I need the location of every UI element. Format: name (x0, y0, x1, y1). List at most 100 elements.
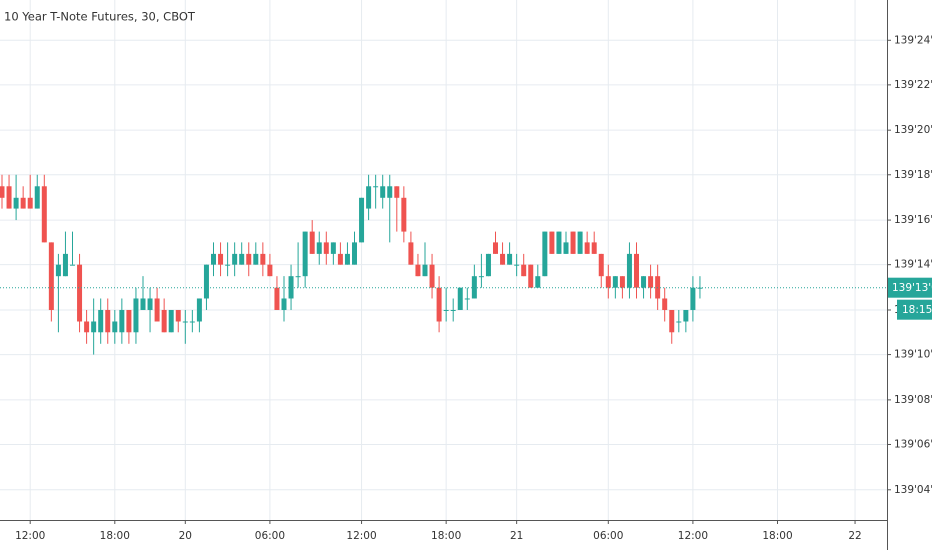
candle-body (267, 264, 273, 277)
candle-body (302, 231, 308, 277)
last-price-label: 139'13'0 (892, 282, 932, 294)
candle-body (119, 309, 125, 333)
candle-body (352, 242, 357, 265)
candle-body (619, 276, 625, 288)
candle-body (648, 276, 654, 288)
candle-body (77, 264, 83, 322)
candle-body (380, 186, 386, 198)
candle-body (429, 264, 435, 288)
candle-body (605, 276, 611, 288)
candle-body (669, 309, 675, 333)
candle-body (211, 253, 216, 265)
candle-body (337, 253, 343, 265)
candle-body (366, 186, 372, 209)
candle-body (34, 186, 40, 209)
candle-body (683, 309, 689, 322)
x-tick-label: 18:00 (762, 530, 792, 542)
candle-body (232, 253, 238, 265)
candle-body (112, 321, 118, 333)
x-tick-label: 21 (510, 530, 523, 542)
candle-body (521, 264, 527, 277)
candle-body (239, 253, 245, 265)
candle-body (253, 253, 259, 265)
candle-body (203, 264, 209, 299)
candle-body (196, 298, 202, 322)
candle-body (27, 197, 33, 209)
candle-body (154, 298, 160, 322)
candle-body (218, 253, 224, 265)
candle-body (436, 287, 442, 322)
candle-body (323, 242, 329, 254)
y-tick-label: 139'20'0 (894, 124, 932, 136)
candle-body (549, 231, 555, 254)
y-tick-label: 139'18'0 (894, 169, 932, 181)
candle-body (443, 309, 449, 311)
candle-body (478, 276, 484, 278)
x-tick-label: 18:00 (431, 530, 461, 542)
candle-body (330, 242, 336, 254)
candle-body (126, 309, 132, 333)
candle-body (260, 253, 266, 265)
candle-body (584, 242, 590, 254)
candle-body (485, 253, 491, 277)
x-tick-label: 06:00 (593, 530, 623, 542)
candle-body (70, 264, 75, 266)
candle-body (415, 264, 421, 277)
countdown-label: 18:15 (902, 304, 932, 316)
candle-body (500, 253, 506, 265)
candle-body (182, 321, 188, 323)
candle-body (563, 242, 569, 254)
candle-body (147, 298, 153, 310)
candle-body (591, 242, 597, 254)
candles (0, 174, 887, 355)
y-tick-label: 139'24'0 (894, 34, 932, 46)
candle-body (6, 186, 12, 209)
candle-body (55, 264, 61, 277)
candle-body (84, 321, 90, 333)
countdown-box (897, 299, 932, 320)
candle-body (422, 264, 428, 277)
y-tick-label: 139'08'0 (894, 394, 932, 406)
labels: 139'24'0 139'22'0 139'20'0 139'18'0 139'16'0… (15, 34, 932, 542)
candle-body (408, 242, 414, 265)
candle-body (91, 321, 97, 333)
candle-body (246, 253, 252, 265)
candle-body (676, 321, 682, 323)
y-tick-label: 139'06'0 (894, 438, 932, 450)
candle-body (387, 186, 393, 198)
candle-body (493, 242, 498, 254)
y-tick-label: 139'22'0 (894, 79, 932, 91)
candle-body (570, 231, 576, 254)
candle-body (175, 309, 181, 322)
candle-body (641, 276, 647, 288)
candle-body (612, 276, 618, 288)
candle-body (140, 298, 146, 310)
candle-body (105, 309, 111, 333)
candle-body (634, 253, 639, 288)
candle-body (528, 264, 534, 288)
y-tick-label: 139'14'0 (894, 259, 932, 271)
candle-body (309, 231, 315, 254)
candle-body (359, 197, 365, 243)
candle-body (577, 231, 583, 254)
candle-body (0, 186, 5, 198)
candle-body (542, 231, 548, 277)
x-tick-label: 12:00 (678, 530, 708, 542)
candle-body (662, 298, 668, 310)
candle-body (507, 253, 513, 265)
candle-body (168, 309, 174, 333)
last-price-box (888, 277, 932, 298)
candle-body (62, 253, 68, 277)
candle-body (514, 264, 520, 266)
candle-body (626, 253, 632, 288)
x-tick-label: 18:00 (100, 530, 130, 542)
candle-body (295, 276, 301, 278)
x-tick-label: 12:00 (15, 530, 45, 542)
candle-body (281, 298, 287, 310)
candle-body (274, 287, 280, 310)
candle-body (13, 197, 19, 209)
candle-body (373, 186, 379, 188)
